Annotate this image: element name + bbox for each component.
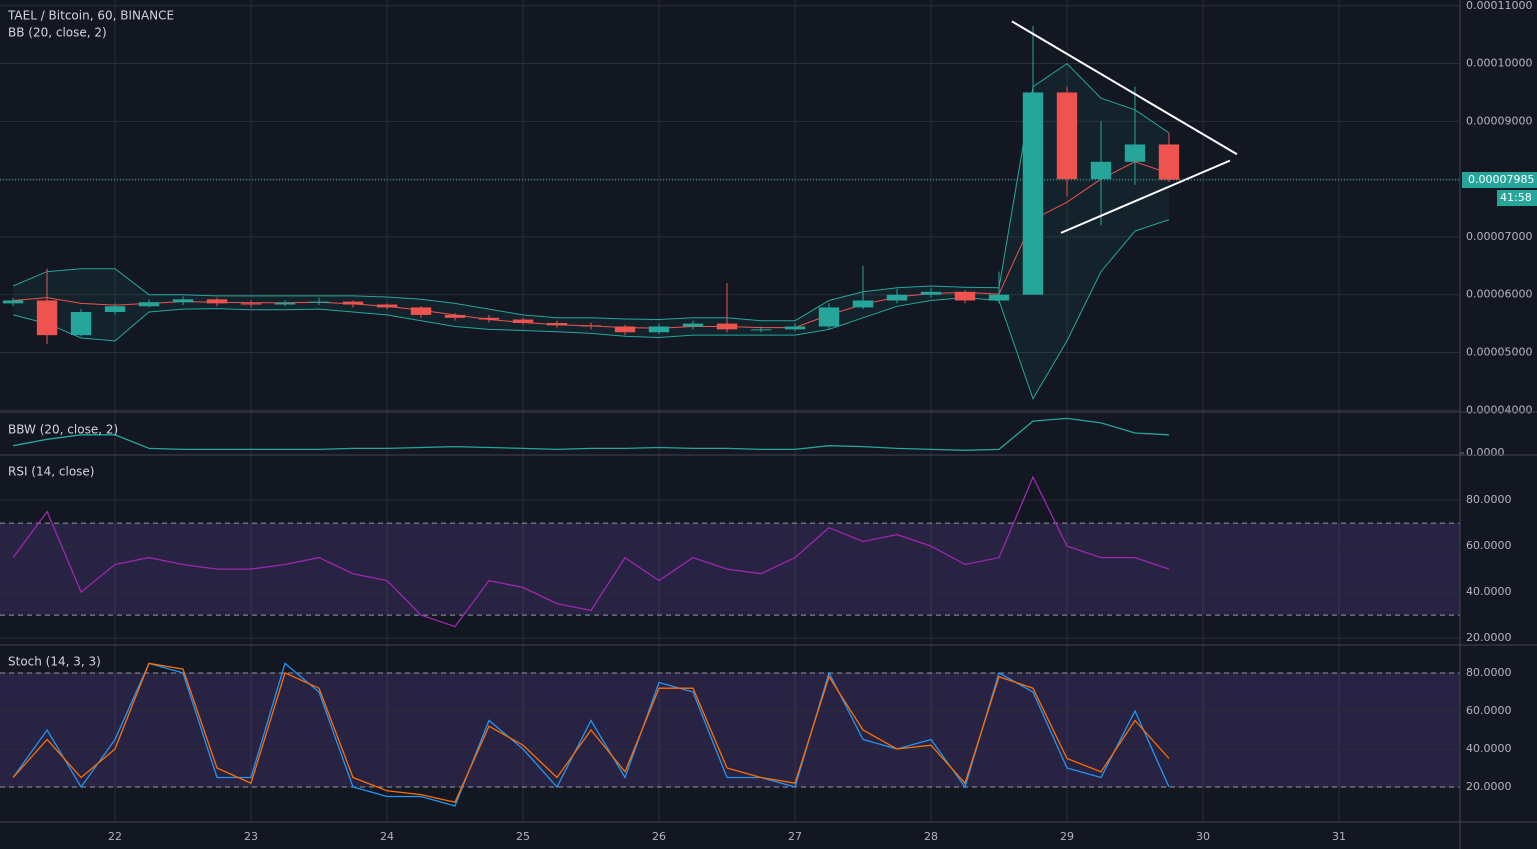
candle-body [342, 301, 364, 305]
last-price-label: 0.00007985 [1468, 173, 1534, 186]
candle-body [376, 304, 398, 308]
trend-line [1060, 159, 1231, 234]
x-tick-label: 23 [244, 830, 258, 843]
y-tick-label: 0.0000 [1466, 446, 1505, 459]
x-tick-label: 27 [788, 830, 802, 843]
candle-body [1124, 144, 1146, 162]
candle-body [1158, 144, 1180, 180]
series-line [12, 475, 1170, 628]
candle-body [240, 303, 262, 305]
y-tick-label: 40.0000 [1466, 585, 1512, 598]
candle-body [410, 307, 432, 315]
y-tick-label: 0.00009000 [1466, 114, 1532, 127]
candle-body [36, 300, 58, 336]
candle-body [206, 299, 228, 304]
y-tick-label: 60.0000 [1466, 539, 1512, 552]
candle-body [308, 301, 330, 303]
x-tick-label: 28 [924, 830, 938, 843]
candle-body [444, 314, 466, 318]
band-fill [0, 672, 1460, 788]
panel-title: RSI (14, close) [8, 465, 94, 479]
x-tick-label: 26 [652, 830, 666, 843]
candle-body [2, 300, 24, 304]
candle-body [750, 329, 772, 331]
candle-body [138, 302, 160, 307]
candle-body [546, 323, 568, 326]
y-tick-label: 0.00010000 [1466, 57, 1532, 70]
countdown: 41:58 [1500, 191, 1532, 204]
y-tick-label: 60.0000 [1466, 704, 1512, 717]
candle-body [716, 323, 738, 330]
x-tick-label: 30 [1196, 830, 1210, 843]
y-tick-label: 40.0000 [1466, 742, 1512, 755]
candle-body [920, 291, 942, 295]
chart-subtitle: BB (20, close, 2) [8, 26, 107, 40]
candle-body [818, 307, 840, 327]
candle-body [1022, 92, 1044, 295]
y-tick-label: 20.0000 [1466, 780, 1512, 793]
trend-line [1011, 20, 1238, 156]
bb-lower [12, 219, 1170, 400]
candle-body [274, 302, 296, 305]
x-tick-label: 31 [1332, 830, 1346, 843]
candle-body [70, 312, 92, 336]
x-tick-label: 25 [516, 830, 530, 843]
x-tick-label: 24 [380, 830, 394, 843]
series-line [12, 417, 1170, 451]
candle-body [886, 294, 908, 301]
candle-body [988, 294, 1010, 301]
candle-body [478, 317, 500, 320]
last-price-box [1462, 171, 1537, 188]
candle-body [1056, 92, 1078, 180]
candle-body [104, 306, 126, 313]
y-tick-label: 80.0000 [1466, 666, 1512, 679]
candle-body [954, 291, 976, 301]
panel-title: TAEL / Bitcoin, 60, BINANCE [7, 9, 174, 23]
candle-body [172, 299, 194, 303]
countdown-box [1497, 189, 1537, 206]
panel-title: Stoch (14, 3, 3) [8, 655, 101, 669]
candle-body [852, 300, 874, 308]
panel-title: BBW (20, close, 2) [8, 423, 118, 437]
y-tick-label: 0.00006000 [1466, 288, 1532, 301]
y-tick-label: 0.00005000 [1466, 345, 1532, 358]
y-tick-label: 20.0000 [1466, 631, 1512, 644]
y-tick-label: 0.00004000 [1466, 403, 1532, 416]
candle-body [614, 326, 636, 333]
series-line [12, 662, 1170, 803]
x-tick-label: 22 [108, 830, 122, 843]
candle-body [1090, 161, 1112, 180]
bb-upper [12, 62, 1170, 322]
candle-body [682, 323, 704, 327]
y-tick-label: 0.00007000 [1466, 230, 1532, 243]
candle-body [784, 326, 806, 330]
y-tick-label: 80.0000 [1466, 493, 1512, 506]
y-tick-label: 0.00011000 [1466, 0, 1532, 12]
candle-body [580, 325, 602, 327]
candle-body [648, 326, 670, 333]
bb-fill [13, 63, 1169, 399]
candle-body [512, 319, 534, 324]
x-tick-label: 29 [1060, 830, 1074, 843]
